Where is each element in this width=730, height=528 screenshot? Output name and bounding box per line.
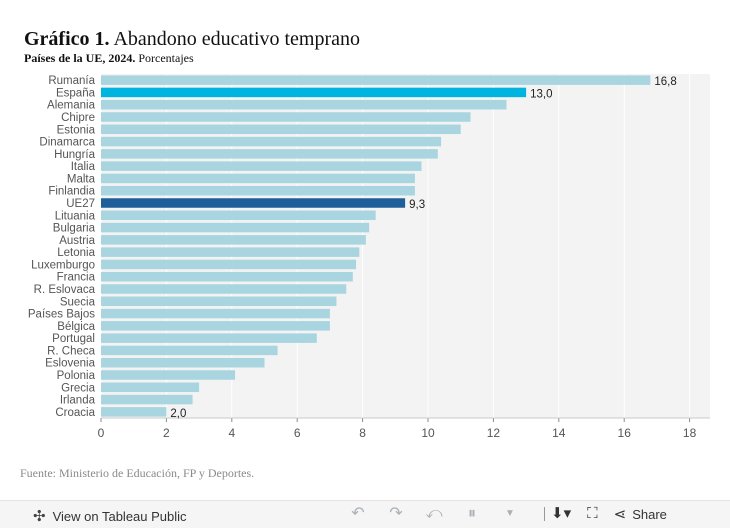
share-icon: ⋖ [613,506,627,523]
bar [101,407,167,417]
dropdown-arrow-icon[interactable]: ▼ [505,508,515,519]
bar-chart: 0 2 4 6 8 10 12 14 16 18 Rumanía 16,8 España 13,0 Alem… [28,74,710,438]
bar [101,259,357,270]
category-label: Polonia [57,370,96,382]
revert-icon[interactable]: ⤺ [425,505,443,522]
category-label: Italia [71,161,96,173]
bar [101,185,415,196]
x-tick-label: 0 [98,426,105,438]
bar [101,99,507,110]
category-label: Bélgica [57,321,95,333]
bar [101,222,370,233]
data-label: 2,0 [170,408,186,420]
pause-icon[interactable]: ⏸ [467,505,476,522]
bar [101,271,353,282]
category-label: R. Checa [47,345,96,357]
bar [101,235,366,245]
category-label: Lituania [55,210,96,222]
toolbar-actions: ⬇▾ ⛶ ⋖ Share [551,505,667,523]
share-button[interactable]: ⋖ Share [614,505,667,523]
toolbar-divider [544,507,545,521]
bar [101,333,317,343]
bar [101,284,347,294]
category-label: UE27 [66,198,95,210]
share-label: Share [632,506,667,522]
chart-title-text: Abandono educativo temprano [113,28,361,50]
bar [101,345,278,356]
bar [101,173,415,184]
chart-subtitle-bold: Países de la UE, 2024. [24,51,136,65]
bar [101,247,360,257]
bar [101,210,376,221]
category-label: Países Bajos [28,309,95,321]
x-tick-label: 4 [228,426,235,438]
history-controls: ↶ ↷ ⤺ ⏸ ▼ [348,505,565,523]
fullscreen-icon[interactable]: ⛶ [587,505,598,522]
category-label: Luxemburgo [31,259,95,271]
bar [101,136,442,147]
category-label: Chipre [61,112,95,124]
category-label: Austria [59,235,95,247]
x-tick-label: 16 [618,426,632,438]
undo-icon[interactable]: ↶ [351,505,365,522]
view-on-tableau-label: View on Tableau Public [52,508,187,524]
category-label: Alemania [47,100,96,112]
chart-subtitle: Países de la UE, 2024. Porcentajes [24,51,194,66]
bar [101,370,236,380]
bar [101,124,461,135]
bar [101,296,337,307]
x-tick-label: 2 [163,426,170,438]
x-tick-label: 18 [683,426,697,438]
category-label: Dinamarca [39,137,95,149]
data-label: 9,3 [409,199,425,211]
chart-subtitle-text: Porcentajes [138,51,194,65]
bar [101,161,422,171]
category-label: Rumanía [48,75,95,87]
category-label: Malta [67,173,96,185]
data-label: 16,8 [654,76,676,88]
category-label: Finlandia [48,186,95,198]
category-label: Letonia [57,247,95,259]
category-label: España [56,87,96,99]
bar [101,394,193,405]
category-label: Francia [57,272,96,284]
bar [101,198,406,208]
bar [101,357,265,368]
category-label: Portugal [52,333,95,345]
category-label: Hungría [54,149,96,161]
bar [101,112,471,122]
tableau-logo-icon: ✣ [33,508,46,525]
tableau-toolbar: ✣ View on Tableau Public ↶ ↷ ⤺ ⏸ ▼ ⬇▾ ⛶ … [0,500,730,528]
bar [101,75,651,85]
x-tick-label: 14 [552,426,566,438]
bar [101,382,200,393]
category-label: R. Eslovaca [34,284,96,296]
category-label: Grecia [61,382,95,394]
category-label: Irlanda [60,395,96,407]
source-note: Fuente: Ministerio de Educación, FP y De… [20,466,255,480]
redo-icon[interactable]: ↷ [389,505,403,522]
bar [101,321,330,331]
bar [101,149,438,159]
data-label: 13,0 [530,88,552,100]
x-tick-label: 10 [421,426,435,438]
category-label: Estonia [57,124,96,136]
chart-title-bold: Gráfico 1. [24,28,110,50]
chart-title: Gráfico 1. Abandono educativo temprano [24,28,360,51]
x-tick-label: 8 [359,426,366,438]
category-label: Bulgaria [53,223,96,235]
bar [101,87,527,98]
x-tick-label: 12 [487,426,501,438]
view-on-tableau-button[interactable]: ✣ View on Tableau Public [33,507,187,525]
x-tick-label: 6 [294,426,301,438]
download-icon[interactable]: ⬇▾ [551,505,572,522]
category-label: Eslovenia [45,358,95,370]
bar [101,308,330,319]
category-label: Suecia [60,296,96,308]
category-label: Croacia [55,407,95,419]
